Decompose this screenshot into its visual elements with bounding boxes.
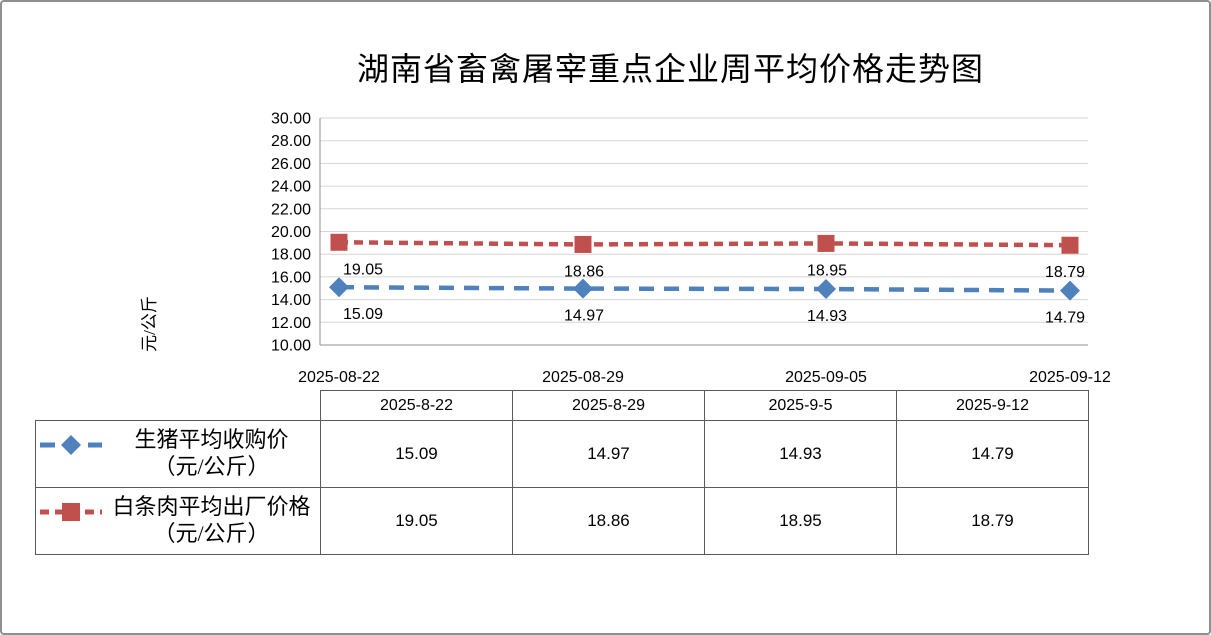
column-header: 2025-9-12 [896, 390, 1089, 421]
table-corner-spacer [36, 391, 321, 421]
data-label: 18.86 [564, 263, 604, 280]
table-header-row: 2025-8-22 2025-8-29 2025-9-5 2025-9-12 [36, 390, 1089, 421]
series-name-line1: 白条肉平均出厂价格 [112, 494, 311, 519]
legend-cell-pig-purchase: 生猪平均收购价 （元/公斤） [35, 420, 321, 488]
series-unit-line2: （元/公斤） [153, 521, 270, 546]
series-name-line1: 生猪平均收购价 [134, 427, 289, 452]
x-axis-tick-label: 2025-09-12 [1029, 369, 1111, 386]
y-axis-tick-label: 10.00 [271, 338, 311, 355]
diamond-marker [573, 278, 593, 299]
table-cell: 14.79 [896, 420, 1089, 488]
data-label: 18.79 [1045, 264, 1085, 281]
data-label: 15.09 [343, 306, 383, 323]
table-cell: 18.95 [704, 487, 897, 555]
series-line-diamond [338, 284, 1071, 293]
data-label: 19.05 [343, 261, 383, 278]
y-axis-tick-label: 28.00 [271, 133, 311, 150]
column-header: 2025-9-5 [704, 390, 897, 421]
data-table: 2025-8-22 2025-8-29 2025-9-5 2025-9-12 生… [35, 390, 1089, 555]
legend-cell-white-strip-meat: 白条肉平均出厂价格 （元/公斤） [35, 487, 321, 555]
y-axis-tick-label: 14.00 [271, 292, 311, 309]
table-cell: 14.97 [512, 420, 705, 488]
square-marker [330, 233, 348, 251]
y-axis-title: 元/公斤 [140, 296, 159, 352]
table-cell: 14.93 [704, 420, 897, 488]
y-axis-tick-label: 18.00 [271, 247, 311, 264]
square-marker [817, 234, 835, 252]
series-label: 生猪平均收购价 （元/公斤） [103, 421, 320, 480]
price-trend-line-chart: 30.00 28.00 26.00 24.00 22.00 20.00 18.00 16.00… [140, 111, 1111, 387]
data-label: 14.79 [1045, 310, 1085, 327]
data-label: 14.93 [807, 308, 847, 325]
x-axis-tick-label: 2025-09-05 [785, 369, 867, 386]
y-axis-tick-label: 26.00 [271, 156, 311, 173]
y-axis-tick-label: 20.00 [271, 224, 311, 241]
square-marker [574, 235, 592, 253]
column-header: 2025-8-29 [512, 390, 705, 421]
series-line-square [338, 240, 1071, 248]
y-axis-tick-label: 22.00 [271, 201, 311, 218]
series-label: 白条肉平均出厂价格 （元/公斤） [103, 488, 320, 547]
x-axis-tick-label: 2025-08-29 [542, 369, 624, 386]
legend-key-red-dashed-square-icon [40, 503, 102, 521]
table-row-pig-purchase-price: 生猪平均收购价 （元/公斤） 15.09 14.97 14.93 14.79 [35, 420, 1089, 488]
y-axis-tick-label: 24.00 [271, 179, 311, 196]
table-cell: 18.79 [896, 487, 1089, 555]
table-cell: 15.09 [320, 420, 513, 488]
diamond-marker [1060, 280, 1080, 301]
legend-key-blue-dashed-diamond-icon [40, 435, 102, 455]
series-unit-line2: （元/公斤） [153, 454, 270, 479]
diamond-marker [329, 277, 349, 298]
table-cell: 19.05 [320, 487, 513, 555]
column-header: 2025-8-22 [320, 390, 513, 421]
chart-title: 湖南省畜禽屠宰重点企业周平均价格走势图 [356, 51, 984, 87]
x-axis-tick-label: 2025-08-22 [298, 369, 380, 386]
data-label: 14.97 [564, 308, 604, 325]
table-cell: 18.86 [512, 487, 705, 555]
table-row-white-strip-meat-price: 白条肉平均出厂价格 （元/公斤） 19.05 18.86 18.95 18.79 [35, 487, 1089, 555]
y-axis-tick-label: 30.00 [271, 111, 311, 128]
data-label: 18.95 [807, 262, 847, 279]
y-axis-tick-label: 16.00 [271, 269, 311, 286]
y-axis-tick-label: 12.00 [271, 315, 311, 332]
square-marker [1061, 236, 1079, 254]
diamond-marker [816, 279, 836, 300]
